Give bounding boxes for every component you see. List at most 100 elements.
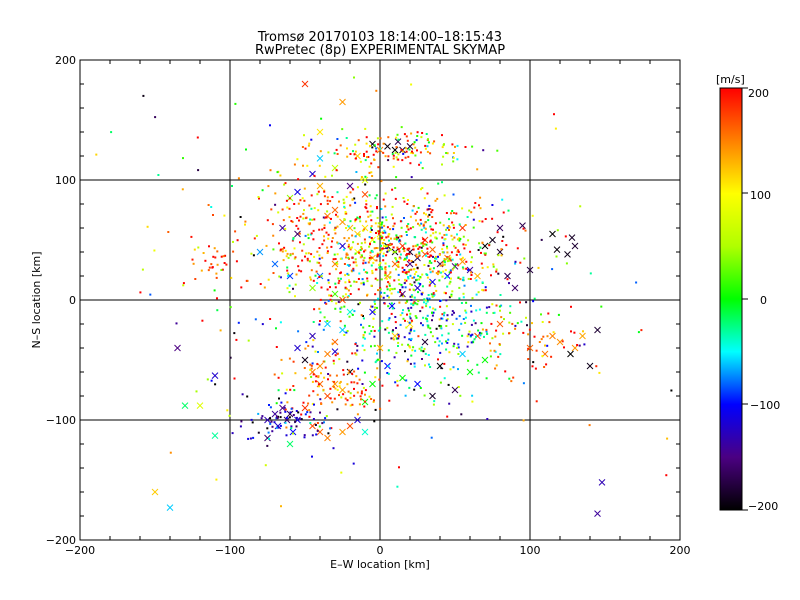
scatter-dot (361, 278, 364, 281)
scatter-dot (396, 485, 399, 488)
scatter-dot (319, 320, 321, 322)
scatter-dot (336, 253, 339, 256)
scatter-dot (390, 213, 393, 216)
scatter-dot (295, 224, 298, 227)
scatter-dot (368, 395, 371, 398)
scatter-dot (325, 415, 328, 418)
data-point (429, 278, 436, 286)
scatter-dot (310, 232, 313, 235)
scatter-dot (362, 317, 365, 320)
scatter-dot (413, 276, 416, 279)
scatter-dot (477, 329, 480, 332)
scatter-dot (221, 268, 224, 271)
scatter-dot (525, 316, 527, 319)
scatter-dot (410, 284, 413, 286)
scatter-dot (320, 403, 323, 405)
scatter-dot (325, 231, 328, 234)
scatter-dot (670, 389, 673, 392)
scatter-dot (402, 152, 405, 155)
scatter-dot (456, 347, 459, 349)
data-point (511, 284, 519, 292)
scatter-dot (417, 291, 419, 294)
scatter-dot (409, 317, 412, 320)
scatter-dot (438, 340, 441, 343)
scatter-dot (306, 259, 309, 262)
scatter-dot (413, 365, 416, 368)
scatter-dot (347, 390, 350, 393)
scatter-dot (495, 270, 498, 273)
scatter-dot (457, 276, 460, 279)
scatter-dot (331, 174, 333, 177)
scatter-dot (190, 235, 193, 238)
scatter-dot (453, 311, 455, 314)
scatter-dot (436, 337, 439, 340)
scatter-dot (333, 380, 336, 383)
scatter-dot (275, 415, 278, 418)
scatter-dot (387, 372, 390, 375)
scatter-dot (310, 367, 313, 370)
scatter-dot (420, 136, 423, 139)
scatter-dot (320, 275, 323, 278)
data-point (331, 260, 339, 268)
scatter-dot (352, 150, 354, 153)
scatter-dot (334, 258, 337, 260)
scatter-dot (378, 147, 381, 150)
scatter-dot (353, 387, 355, 390)
scatter-dot (241, 393, 244, 396)
scatter-dot (491, 337, 494, 340)
scatter-dot (386, 288, 389, 291)
scatter-dot (368, 165, 371, 168)
scatter-dot (415, 278, 418, 281)
data-point (444, 272, 451, 280)
scatter-dot (369, 231, 372, 233)
scatter-dot (368, 256, 371, 259)
scatter-dot (416, 131, 419, 134)
scatter-dot (293, 389, 296, 392)
scatter-dot (297, 330, 300, 333)
scatter-dot (298, 219, 300, 222)
scatter-dot (484, 289, 487, 292)
data-point (376, 344, 384, 352)
scatter-dot (324, 216, 327, 219)
scatter-dot (396, 384, 399, 387)
scatter-dot (310, 194, 313, 197)
scatter-dot (481, 281, 484, 284)
scatter-dot (429, 254, 432, 257)
scatter-dot (441, 236, 444, 239)
scatter-dot (666, 437, 669, 440)
scatter-dot (352, 462, 355, 465)
scatter-dot (326, 288, 329, 291)
scatter-dot (405, 264, 408, 266)
scatter-dot (334, 227, 337, 230)
scatter-dot (354, 258, 357, 261)
scatter-dot (363, 153, 365, 155)
scatter-dot (300, 418, 303, 421)
scatter-dot (283, 183, 286, 186)
scatter-dot (378, 263, 381, 266)
scatter-dot (338, 394, 340, 397)
scatter-dot (290, 220, 293, 222)
scatter-dot (273, 421, 276, 424)
scatter-dot (250, 418, 253, 421)
scatter-dot (416, 210, 418, 213)
scatter-dot (386, 372, 389, 374)
scatter-dot (309, 233, 312, 236)
scatter-dot (406, 360, 409, 363)
scatter-dot (370, 237, 373, 239)
scatter-dot (445, 152, 448, 154)
scatter-dot (361, 383, 364, 385)
scatter-dot (406, 313, 408, 316)
scatter-dot (368, 245, 371, 248)
scatter-dot (212, 255, 215, 258)
scatter-dot (332, 359, 335, 362)
scatter-dot (208, 245, 210, 248)
scatter-dot (375, 247, 378, 249)
scatter-dot (306, 411, 309, 414)
scatter-dot (349, 248, 352, 251)
scatter-dot (349, 153, 352, 155)
scatter-dot (371, 250, 374, 253)
scatter-dot (348, 369, 351, 372)
scatter-dot (417, 274, 420, 277)
scatter-dot (261, 189, 264, 192)
scatter-dot (443, 263, 446, 266)
